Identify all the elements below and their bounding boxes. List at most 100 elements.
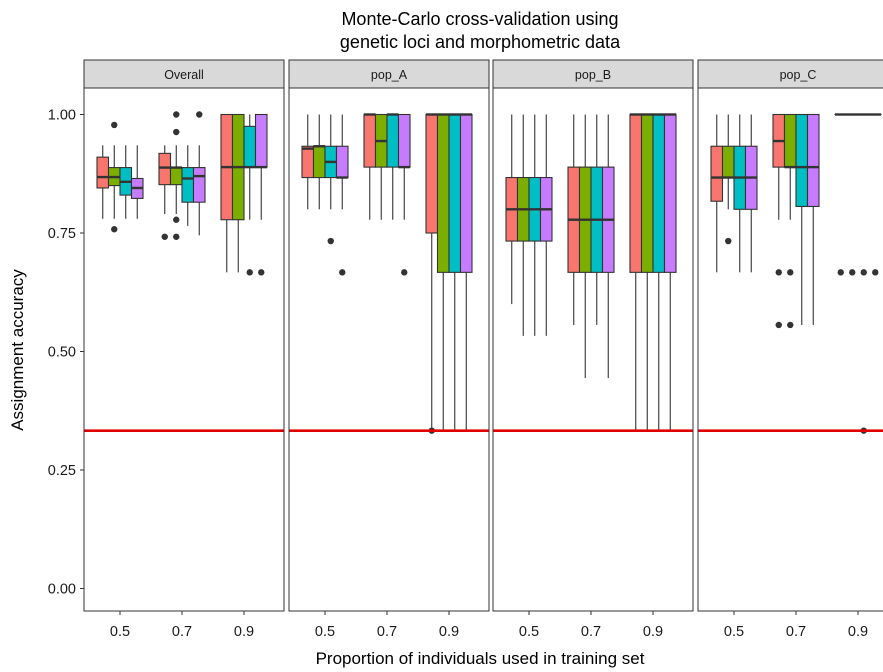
box-iqr: [169, 167, 183, 186]
box-iqr: [335, 145, 349, 179]
outlier-point: [849, 269, 856, 276]
x-tick-label: 0.5: [315, 624, 335, 640]
box-iqr: [710, 145, 724, 202]
box-iqr: [436, 113, 450, 273]
facet-strip-label: Overall: [164, 68, 204, 82]
outlier-point: [787, 269, 794, 276]
x-tick-label: 0.9: [234, 624, 254, 640]
facet-strip: [288, 59, 490, 89]
outlier-point: [111, 226, 118, 233]
facet-panel-overall: Overall 0.5 0.7 0.9: [83, 59, 285, 640]
box-iqr: [425, 113, 439, 234]
box-iqr: [448, 113, 462, 273]
boxplot-box: [806, 113, 820, 325]
x-tick-label: 0.9: [643, 624, 663, 640]
boxplot-box: [397, 113, 411, 276]
outlier-point: [258, 269, 265, 276]
box-iqr: [386, 113, 400, 168]
box-iqr: [663, 113, 677, 273]
facet-strip: [83, 59, 285, 89]
facet-panel-pop-a: pop_A 0.5 0.7 0.9: [288, 59, 490, 640]
boxplot-box: [459, 113, 473, 431]
facet-strip: [492, 59, 694, 89]
panel-border: [697, 87, 883, 612]
box-iqr: [640, 113, 654, 273]
facet-strip-label: pop_B: [575, 68, 611, 82]
facet-panel-pop-b: pop_B 0.5 0.7 0.9: [492, 59, 694, 640]
outlier-point: [775, 321, 782, 329]
outlier-point: [196, 111, 203, 118]
boxplot-box: [539, 114, 553, 336]
x-tick-label: 0.7: [581, 624, 601, 640]
outlier-point: [327, 237, 334, 245]
outlier-point: [775, 269, 782, 276]
boxplot-box: [601, 114, 615, 379]
boxplot-box: [436, 113, 450, 431]
box-iqr: [652, 113, 666, 273]
box-iqr: [243, 125, 257, 168]
chart-title-line-1: Monte-Carlo cross-validation using: [341, 9, 618, 29]
boxplot-box: [192, 111, 206, 236]
outlier-point: [173, 233, 180, 240]
boxplot-box: [744, 114, 758, 273]
boxplot-box: [663, 113, 677, 431]
x-tick-label: 0.9: [848, 624, 868, 640]
box-iqr: [312, 145, 326, 179]
boxplot-box: [868, 113, 882, 276]
chart-title-line-2: genetic loci and morphometric data: [340, 32, 621, 52]
box-iqr: [96, 156, 110, 189]
outlier-point: [246, 269, 253, 276]
boxplot-box: [301, 114, 315, 210]
y-axis-title: Assignment accuracy: [8, 269, 27, 431]
outlier-point: [787, 321, 794, 329]
boxplot-box: [107, 121, 121, 233]
x-tick-label: 0.5: [519, 624, 539, 640]
box-iqr: [301, 145, 315, 179]
panel-border: [83, 87, 285, 612]
panels: Overall 0.5 0.7 0.9 pop_A 0.5 0.7 0.9 pop_B 0.5 0.…: [83, 59, 883, 640]
boxplot-box: [834, 113, 848, 276]
outlier-point: [173, 128, 180, 136]
box-iqr: [254, 113, 268, 168]
boxplot-box: [567, 114, 581, 325]
boxplot-box: [130, 145, 144, 219]
y-tick-label: 1.00: [48, 108, 76, 124]
outlier-point: [111, 121, 118, 129]
boxplot-box: [710, 114, 724, 273]
x-tick-label: 0.7: [172, 624, 192, 640]
box-iqr: [397, 113, 411, 168]
y-tick-label: 0.75: [48, 226, 76, 242]
facet-strip-label: pop_A: [371, 68, 408, 82]
outlier-point: [860, 269, 867, 276]
outlier-point: [339, 269, 346, 276]
outlier-point: [837, 269, 844, 276]
outlier-point: [725, 237, 732, 245]
boxplot-box: [335, 114, 349, 276]
boxplot-box: [324, 114, 338, 245]
x-axis-title: Proportion of individuals used in traini…: [316, 649, 645, 668]
boxplot-box: [312, 114, 326, 210]
box-iqr: [363, 113, 377, 168]
box-iqr: [192, 167, 206, 203]
y-tick-label: 0.25: [48, 463, 76, 479]
box-iqr: [629, 113, 643, 273]
box-iqr: [806, 113, 820, 208]
y-axis: 0.00 0.25 0.50 0.75 1.00: [48, 108, 84, 598]
boxplot-box: [254, 113, 268, 276]
outlier-point: [173, 111, 180, 118]
outlier-point: [161, 233, 168, 240]
outlier-point: [173, 216, 180, 223]
facet-strip: [697, 59, 883, 89]
box-iqr: [721, 145, 735, 179]
x-tick-label: 0.7: [786, 624, 806, 640]
x-tick-label: 0.9: [439, 624, 459, 640]
x-tick-label: 0.7: [377, 624, 397, 640]
box-iqr: [783, 113, 797, 168]
box-iqr: [181, 167, 195, 203]
y-tick-label: 0.00: [48, 582, 76, 598]
panel-border: [288, 87, 490, 612]
facet-panel-pop-c: pop_C 0.5 0.7 0.9: [697, 59, 883, 640]
x-tick-label: 0.5: [724, 624, 744, 640]
outlier-point: [401, 269, 408, 276]
